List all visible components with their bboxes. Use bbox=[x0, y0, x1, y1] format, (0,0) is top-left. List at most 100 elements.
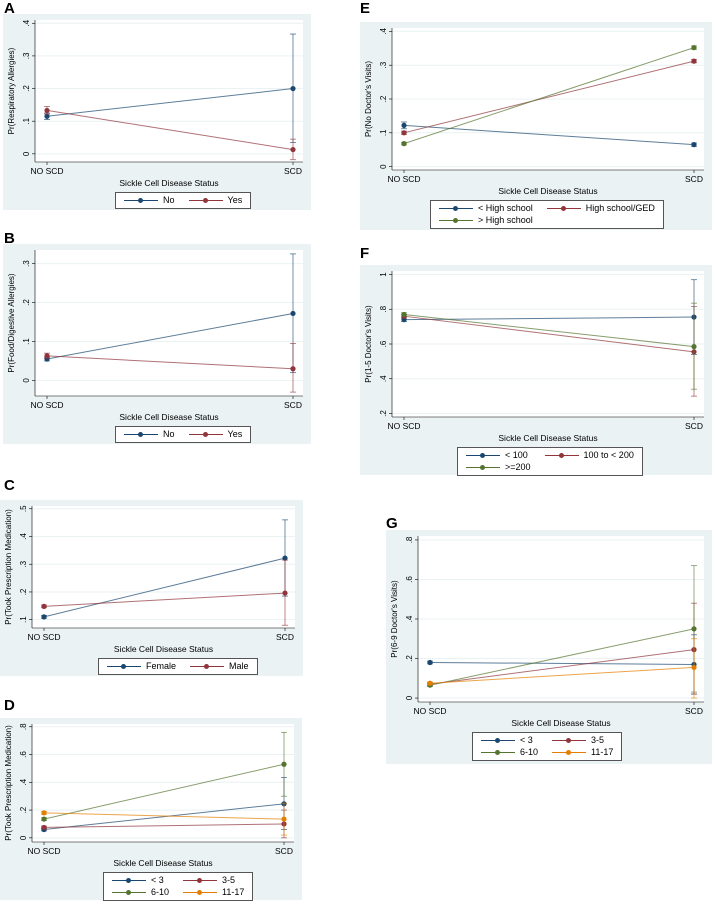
data-point bbox=[290, 310, 296, 317]
data-point bbox=[691, 142, 697, 148]
chart-panel-F: .2 .4 .6 .8 1 NO SCD SCD Sickle Cell Disease St… bbox=[360, 265, 712, 475]
y-axis-label: Pr(6-9 Doctor's Visits) bbox=[390, 580, 399, 658]
x-tick-label: NO SCD bbox=[387, 421, 420, 431]
legend-label: 3-5 bbox=[591, 735, 605, 745]
legend-swatch bbox=[439, 206, 473, 211]
y-tick-label: .4 bbox=[19, 778, 28, 785]
series-line bbox=[43, 803, 285, 831]
data-point bbox=[290, 85, 296, 92]
legend-label: 6-10 bbox=[151, 887, 170, 897]
y-tick-label: .4 bbox=[22, 19, 31, 26]
legend-swatch bbox=[183, 878, 218, 883]
data-point bbox=[691, 45, 697, 51]
series-line bbox=[43, 812, 285, 820]
series-line bbox=[429, 661, 695, 665]
chart-svg: 0 .2 .4 .6 .8 NO SCD SCD Sickle Cell Disease St… bbox=[4, 723, 294, 868]
y-tick-label: .6 bbox=[19, 751, 28, 758]
series-line bbox=[403, 313, 695, 348]
x-tick-label: SCD bbox=[685, 174, 703, 184]
y-axis-label: Pr(No Doctor's Visits) bbox=[364, 61, 373, 137]
legend-item: > High school bbox=[439, 215, 533, 226]
x-tick-label: NO SCD bbox=[413, 706, 446, 716]
x-tick-label: SCD bbox=[284, 400, 302, 410]
x-tick-label: NO SCD bbox=[30, 166, 63, 176]
data-point bbox=[401, 130, 407, 136]
series-line bbox=[43, 823, 285, 828]
series-line bbox=[403, 124, 695, 146]
x-tick-label: NO SCD bbox=[30, 400, 63, 410]
y-tick-label: .3 bbox=[22, 260, 31, 267]
legend-item: 3-5 bbox=[183, 875, 244, 886]
x-tick-label: SCD bbox=[276, 632, 294, 642]
data-point bbox=[401, 311, 407, 318]
legend-label: 11-17 bbox=[222, 887, 245, 897]
series-line bbox=[429, 628, 695, 686]
series-line bbox=[43, 592, 286, 607]
legend-item: 11-17 bbox=[552, 747, 613, 758]
chart-panel-G: 0 .2 .4 .6 .8 NO SCD SCD Sickle Cell Disease St… bbox=[386, 530, 712, 764]
chart-svg: 0 .1 .2 .3 .4 NO SCD SCD Sickle Cell Disease St… bbox=[364, 27, 704, 196]
legend-item: No bbox=[124, 429, 175, 440]
legend-swatch bbox=[124, 198, 158, 203]
data-point bbox=[44, 113, 50, 119]
y-axis-label: Pr(Food/Digestive Allergies) bbox=[7, 273, 16, 372]
legend-swatch bbox=[107, 664, 141, 669]
y-axis-label: Pr(Respiratory Allergies) bbox=[7, 47, 16, 134]
y-tick-label: .6 bbox=[405, 576, 414, 583]
series-line bbox=[43, 557, 286, 618]
legend-label: < High school bbox=[478, 203, 533, 213]
y-tick-label: .2 bbox=[19, 806, 28, 813]
legend-label: Yes bbox=[227, 429, 243, 439]
y-tick-label: 0 bbox=[22, 151, 31, 156]
legend-item: 11-17 bbox=[183, 887, 244, 898]
x-tick-label: NO SCD bbox=[27, 632, 60, 642]
data-point bbox=[41, 810, 47, 816]
y-tick-label: .8 bbox=[379, 305, 388, 312]
legend: No Yes bbox=[115, 192, 252, 209]
legend-item: < 100 bbox=[466, 450, 531, 461]
x-axis-label: Sickle Cell Disease Status bbox=[498, 186, 597, 196]
data-point bbox=[691, 344, 697, 350]
data-point bbox=[427, 680, 433, 686]
data-point bbox=[282, 590, 288, 596]
series-line bbox=[46, 88, 294, 117]
y-axis-label: Pr(Took Prescription Medication) bbox=[4, 509, 13, 625]
data-point bbox=[427, 659, 433, 666]
panel-label: G bbox=[386, 515, 398, 532]
data-point bbox=[44, 353, 50, 359]
x-tick-label: SCD bbox=[685, 421, 703, 431]
y-tick-label: .2 bbox=[19, 588, 28, 595]
legend-swatch bbox=[544, 453, 579, 458]
x-axis-label: Sickle Cell Disease Status bbox=[511, 718, 610, 728]
plot-area bbox=[35, 250, 303, 396]
legend-swatch bbox=[552, 738, 587, 743]
x-axis-label: Sickle Cell Disease Status bbox=[498, 433, 597, 443]
legend-item: No bbox=[124, 195, 175, 206]
data-point bbox=[41, 824, 47, 831]
plot-area bbox=[35, 20, 303, 162]
legend-label: High school/GED bbox=[585, 203, 655, 213]
chart-panel-B: 0 .1 .2 .3 NO SCD SCD Sickle Cell Disease Stat… bbox=[3, 244, 311, 444]
legend-item: >=200 bbox=[466, 462, 531, 473]
x-tick-label: SCD bbox=[275, 846, 293, 856]
series-line bbox=[429, 666, 695, 684]
x-tick-label: NO SCD bbox=[387, 174, 420, 184]
y-tick-label: .3 bbox=[22, 52, 31, 59]
legend-swatch bbox=[481, 750, 515, 755]
data-point bbox=[691, 58, 697, 64]
y-tick-label: .1 bbox=[379, 129, 388, 136]
series-line bbox=[403, 316, 695, 321]
legend-swatch bbox=[466, 453, 500, 458]
legend-label: No bbox=[163, 429, 175, 439]
data-point bbox=[41, 614, 47, 620]
y-tick-label: .8 bbox=[19, 723, 28, 730]
chart-svg: 0 .1 .2 .3 NO SCD SCD Sickle Cell Disease Stat… bbox=[7, 250, 303, 422]
legend-label: 6-10 bbox=[520, 747, 539, 757]
legend-label: 11-17 bbox=[591, 747, 614, 757]
chart-svg: 0 .1 .2 .3 .4 NO SCD SCD Sickle Cell Disease St… bbox=[7, 19, 303, 188]
legend-swatch bbox=[466, 465, 500, 470]
panel-label: D bbox=[4, 697, 15, 714]
y-tick-label: .5 bbox=[19, 505, 28, 512]
legend-swatch bbox=[481, 738, 515, 743]
legend-label: No bbox=[163, 195, 175, 205]
